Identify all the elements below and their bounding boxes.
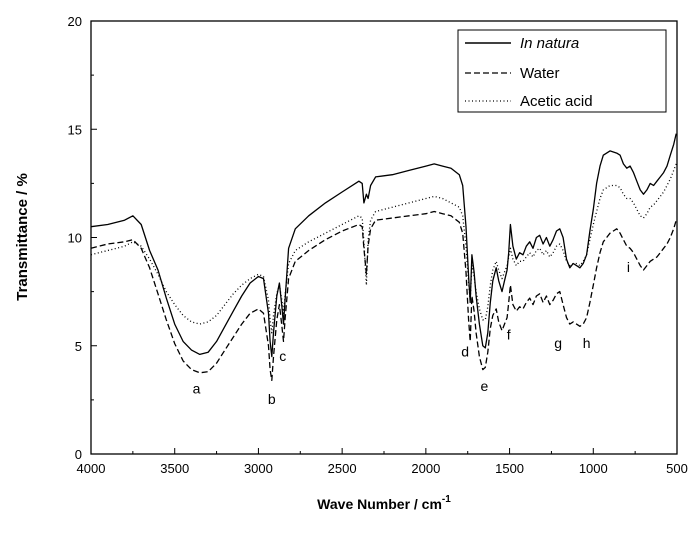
legend-label-in-natura: In natura [520, 35, 579, 52]
y-tick-label-5: 5 [75, 339, 82, 354]
legend: In natura Water Acetic acid [457, 29, 667, 113]
x-tick-label-2000: 2000 [411, 461, 440, 476]
x-tick-label-1500: 1500 [495, 461, 524, 476]
peak-label-g: g [554, 335, 562, 351]
series-line-water [90, 210, 677, 382]
x-axis-label-main: Wave Number / cm [317, 496, 442, 512]
x-tick-label-3500: 3500 [160, 461, 189, 476]
axis-ticks: 4000 3500 3000 2500 2000 1500 1000 500 0 5 10 15 20 [68, 14, 688, 476]
y-axis-label: Transmittance / % [14, 173, 31, 301]
series-line-in-natura [90, 133, 677, 358]
x-axis-label-superscript: -1 [442, 494, 451, 505]
x-axis-label: Wave Number / cm-1 [317, 494, 451, 512]
y-tick-label-0: 0 [75, 447, 82, 462]
peak-label-h: h [583, 335, 591, 351]
peak-label-a: a [193, 380, 201, 396]
series-line-acetic-acid [90, 163, 677, 334]
y-tick-label-15: 15 [68, 122, 82, 137]
peak-label-b: b [268, 391, 276, 407]
x-tick-label-4000: 4000 [77, 461, 106, 476]
peak-label-f: f [507, 326, 511, 342]
peak-label-i: i [627, 259, 630, 275]
peak-label-e: e [481, 378, 489, 394]
legend-label-acetic-acid: Acetic acid [520, 93, 593, 110]
x-tick-label-2500: 2500 [328, 461, 357, 476]
x-tick-label-1000: 1000 [579, 461, 608, 476]
x-tick-label-3000: 3000 [244, 461, 273, 476]
y-tick-label-10: 10 [68, 231, 82, 246]
peak-label-d: d [461, 344, 469, 360]
series-layer [90, 133, 677, 382]
peak-label-c: c [279, 348, 286, 364]
x-tick-label-500: 500 [666, 461, 688, 476]
peak-annotations: a b c d e f g h i [193, 259, 630, 407]
legend-label-water: Water [520, 65, 559, 82]
y-tick-label-20: 20 [68, 14, 82, 29]
